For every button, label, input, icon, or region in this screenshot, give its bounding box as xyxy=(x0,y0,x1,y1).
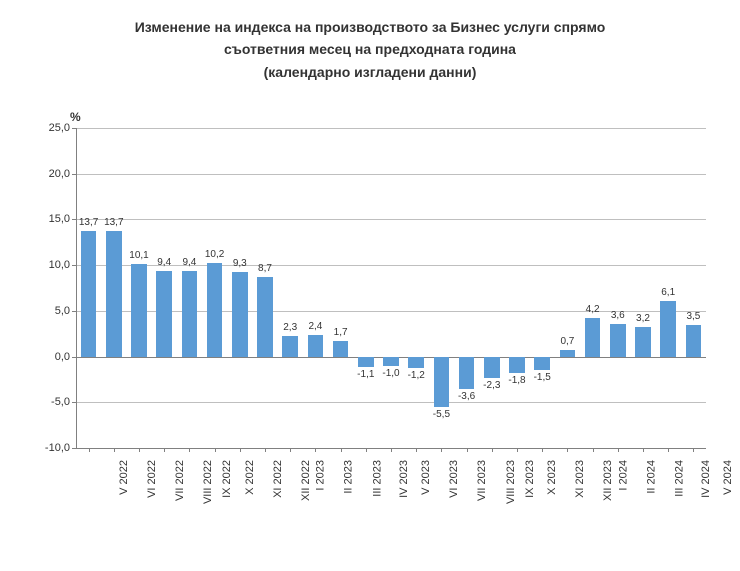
bar-value-label: 9,3 xyxy=(233,258,247,269)
x-category-label: IV 2024 xyxy=(700,460,712,498)
bar-value-label: -1,5 xyxy=(534,372,551,383)
bar xyxy=(333,341,349,357)
x-category-label: IX 2022 xyxy=(221,460,233,498)
x-category-label: III 2023 xyxy=(371,460,383,497)
bar-value-label: 9,4 xyxy=(157,257,171,268)
bar-value-label: 3,2 xyxy=(636,313,650,324)
grid-line xyxy=(76,128,706,129)
x-category-label: XI 2022 xyxy=(272,460,284,498)
x-category-label: III 2024 xyxy=(674,460,686,497)
bar xyxy=(207,263,223,356)
x-category-label: VIII 2022 xyxy=(202,460,214,504)
chart-title-line: (календарно изгладени данни) xyxy=(0,61,740,83)
bar xyxy=(434,357,450,407)
x-category-label: II 2024 xyxy=(645,460,657,494)
bar xyxy=(156,271,172,357)
x-category-label: II 2023 xyxy=(343,460,355,494)
x-category-label: V 2023 xyxy=(420,460,432,495)
grid-line xyxy=(76,174,706,175)
y-tick-label: 10,0 xyxy=(49,259,76,271)
x-category-label: VII 2022 xyxy=(174,460,186,501)
y-tick-label: 15,0 xyxy=(49,213,76,225)
bar xyxy=(660,301,676,357)
bar-value-label: 10,1 xyxy=(129,250,148,261)
bar-value-label: 6,1 xyxy=(661,287,675,298)
bar-value-label: 2,3 xyxy=(283,322,297,333)
bar xyxy=(282,336,298,357)
bar-value-label: 2,4 xyxy=(308,321,322,332)
x-category-label: X 2023 xyxy=(546,460,558,495)
x-category-label: XI 2023 xyxy=(574,460,586,498)
bar-value-label: 3,5 xyxy=(686,311,700,322)
bar xyxy=(610,324,626,357)
bar-value-label: -1,2 xyxy=(408,370,425,381)
y-tick-label: 25,0 xyxy=(49,122,76,134)
bar-value-label: -5,5 xyxy=(433,409,450,420)
x-category-label: VII 2023 xyxy=(476,460,488,501)
grid-line xyxy=(76,219,706,220)
chart-title: Изменение на индекса на производството з… xyxy=(0,0,740,83)
bar xyxy=(509,357,525,373)
bar-value-label: 9,4 xyxy=(182,257,196,268)
chart-title-line: Изменение на индекса на производството з… xyxy=(0,16,740,38)
x-category-label: XII 2022 xyxy=(300,460,312,501)
bar xyxy=(232,272,248,357)
bar-value-label: 3,6 xyxy=(611,310,625,321)
x-category-label: IV 2023 xyxy=(398,460,410,498)
x-axis-line xyxy=(76,448,706,449)
x-category-label: VI 2023 xyxy=(448,460,460,498)
x-category-label: VI 2022 xyxy=(146,460,158,498)
bar-value-label: 10,2 xyxy=(205,249,224,260)
bar xyxy=(408,357,424,368)
x-category-label: V 2024 xyxy=(722,460,734,495)
bar-value-label: 8,7 xyxy=(258,263,272,274)
bar xyxy=(484,357,500,378)
plot-area: -10,0-5,00,05,010,015,020,025,013,7V 202… xyxy=(76,128,706,448)
bar xyxy=(257,277,273,357)
bar-value-label: -1,0 xyxy=(382,368,399,379)
bar-value-label: -1,8 xyxy=(508,375,525,386)
x-category-label: I 2023 xyxy=(315,460,327,491)
bar xyxy=(686,325,702,357)
x-category-label: I 2024 xyxy=(617,460,629,491)
bar xyxy=(585,318,601,356)
grid-line xyxy=(76,402,706,403)
bar xyxy=(635,327,651,356)
x-category-label: XII 2023 xyxy=(602,460,614,501)
bar xyxy=(131,264,147,356)
x-category-label: V 2022 xyxy=(117,460,129,495)
y-tick-label: 5,0 xyxy=(55,305,76,317)
bar xyxy=(81,231,97,356)
bar-value-label: 13,7 xyxy=(104,217,123,228)
x-category-label: X 2022 xyxy=(243,460,255,495)
bar xyxy=(308,335,324,357)
bar-value-label: -3,6 xyxy=(458,391,475,402)
bar xyxy=(182,271,198,357)
bar xyxy=(560,350,576,356)
chart-title-line: съответния месец на предходната година xyxy=(0,38,740,60)
bar xyxy=(358,357,374,367)
bar xyxy=(106,231,122,356)
y-tick-label: -10,0 xyxy=(45,442,76,454)
chart-container: Изменение на индекса на производството з… xyxy=(0,0,740,571)
y-tick-label: -5,0 xyxy=(51,396,76,408)
bar xyxy=(534,357,550,371)
bar-value-label: 13,7 xyxy=(79,217,98,228)
y-tick-label: 0,0 xyxy=(55,351,76,363)
y-axis-line xyxy=(76,128,77,448)
bar xyxy=(383,357,399,366)
bar-value-label: 4,2 xyxy=(586,304,600,315)
y-tick-label: 20,0 xyxy=(49,168,76,180)
bar-value-label: 0,7 xyxy=(560,336,574,347)
bar-value-label: -2,3 xyxy=(483,380,500,391)
bar-value-label: -1,1 xyxy=(357,369,374,380)
bar xyxy=(459,357,475,390)
x-category-label: IX 2023 xyxy=(524,460,536,498)
bar-value-label: 1,7 xyxy=(334,327,348,338)
x-category-label: VIII 2023 xyxy=(505,460,517,504)
